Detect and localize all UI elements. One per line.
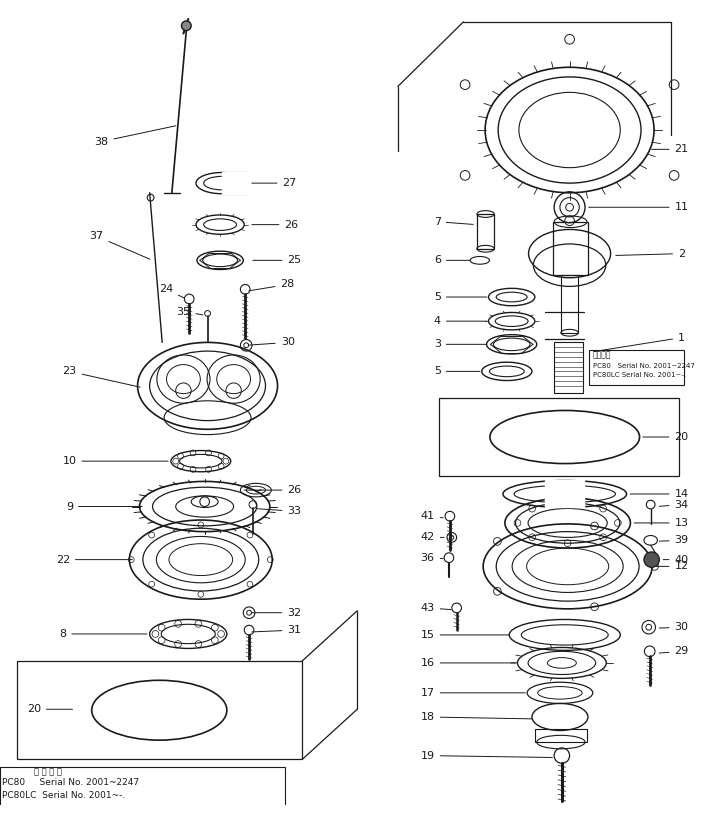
- Text: 7: 7: [434, 217, 473, 227]
- Text: 20: 20: [643, 432, 689, 442]
- Text: 20: 20: [27, 704, 73, 714]
- Text: 4: 4: [434, 316, 487, 326]
- Text: 2: 2: [616, 249, 685, 259]
- Text: 油 脂 号 码: 油 脂 号 码: [33, 767, 62, 776]
- Text: 42: 42: [421, 532, 444, 542]
- Text: 8: 8: [59, 629, 147, 639]
- Text: 32: 32: [252, 608, 301, 618]
- Text: PC80LC  Serial No. 2001~-.: PC80LC Serial No. 2001~-.: [2, 791, 125, 800]
- Text: 23: 23: [63, 366, 140, 387]
- Text: 33: 33: [256, 506, 301, 516]
- Circle shape: [182, 21, 191, 30]
- Text: 1: 1: [594, 333, 685, 351]
- Text: 38: 38: [94, 126, 176, 147]
- Text: 27: 27: [252, 178, 297, 188]
- Circle shape: [644, 552, 659, 568]
- Text: 14: 14: [630, 489, 689, 499]
- Text: 36: 36: [421, 553, 444, 563]
- Text: 41: 41: [421, 511, 444, 521]
- Text: 37: 37: [90, 231, 150, 260]
- Bar: [589, 351, 684, 385]
- Text: 22: 22: [56, 554, 132, 564]
- Text: 17: 17: [421, 688, 525, 698]
- Text: 43: 43: [421, 603, 451, 613]
- Text: 28: 28: [249, 279, 295, 291]
- Text: PC80     Serial No. 2001~2247: PC80 Serial No. 2001~2247: [2, 777, 139, 786]
- Text: 油脂号码: 油脂号码: [593, 351, 612, 360]
- Text: 30: 30: [249, 337, 295, 347]
- Text: 12: 12: [656, 561, 689, 572]
- Bar: [222, 173, 249, 194]
- Bar: [535, 729, 587, 742]
- Text: 13: 13: [634, 518, 689, 528]
- Text: 24: 24: [159, 284, 184, 298]
- Bar: [0, 767, 285, 819]
- Text: 30: 30: [659, 622, 689, 632]
- Text: 19: 19: [421, 750, 553, 761]
- Text: 40: 40: [663, 554, 689, 564]
- Text: 5: 5: [434, 292, 487, 302]
- Text: 39: 39: [659, 536, 689, 545]
- Bar: [545, 481, 584, 508]
- Text: 5: 5: [434, 366, 480, 377]
- Text: 6: 6: [434, 256, 470, 265]
- Text: 25: 25: [253, 256, 301, 265]
- Text: PC80   Serial No. 2001~2247: PC80 Serial No. 2001~2247: [593, 363, 695, 369]
- Text: 16: 16: [421, 658, 515, 668]
- Text: 26: 26: [244, 485, 301, 495]
- Bar: [17, 661, 302, 759]
- Bar: [477, 214, 494, 249]
- Text: PC80LC Serial No. 2001~-.: PC80LC Serial No. 2001~-.: [593, 372, 686, 378]
- Text: 15: 15: [421, 630, 509, 640]
- Bar: [553, 222, 588, 275]
- Text: 3: 3: [434, 339, 487, 350]
- Text: 31: 31: [252, 625, 301, 635]
- Text: 9: 9: [66, 501, 142, 512]
- Text: 29: 29: [659, 646, 689, 656]
- Text: 34: 34: [659, 500, 689, 509]
- Bar: [439, 398, 679, 476]
- Text: 11: 11: [589, 202, 689, 212]
- Text: 26: 26: [252, 219, 298, 229]
- Text: 35: 35: [177, 306, 203, 316]
- Text: 18: 18: [421, 712, 532, 722]
- Text: 10: 10: [63, 456, 168, 466]
- Bar: [561, 275, 578, 333]
- Bar: [554, 342, 583, 392]
- Text: 21: 21: [651, 144, 689, 154]
